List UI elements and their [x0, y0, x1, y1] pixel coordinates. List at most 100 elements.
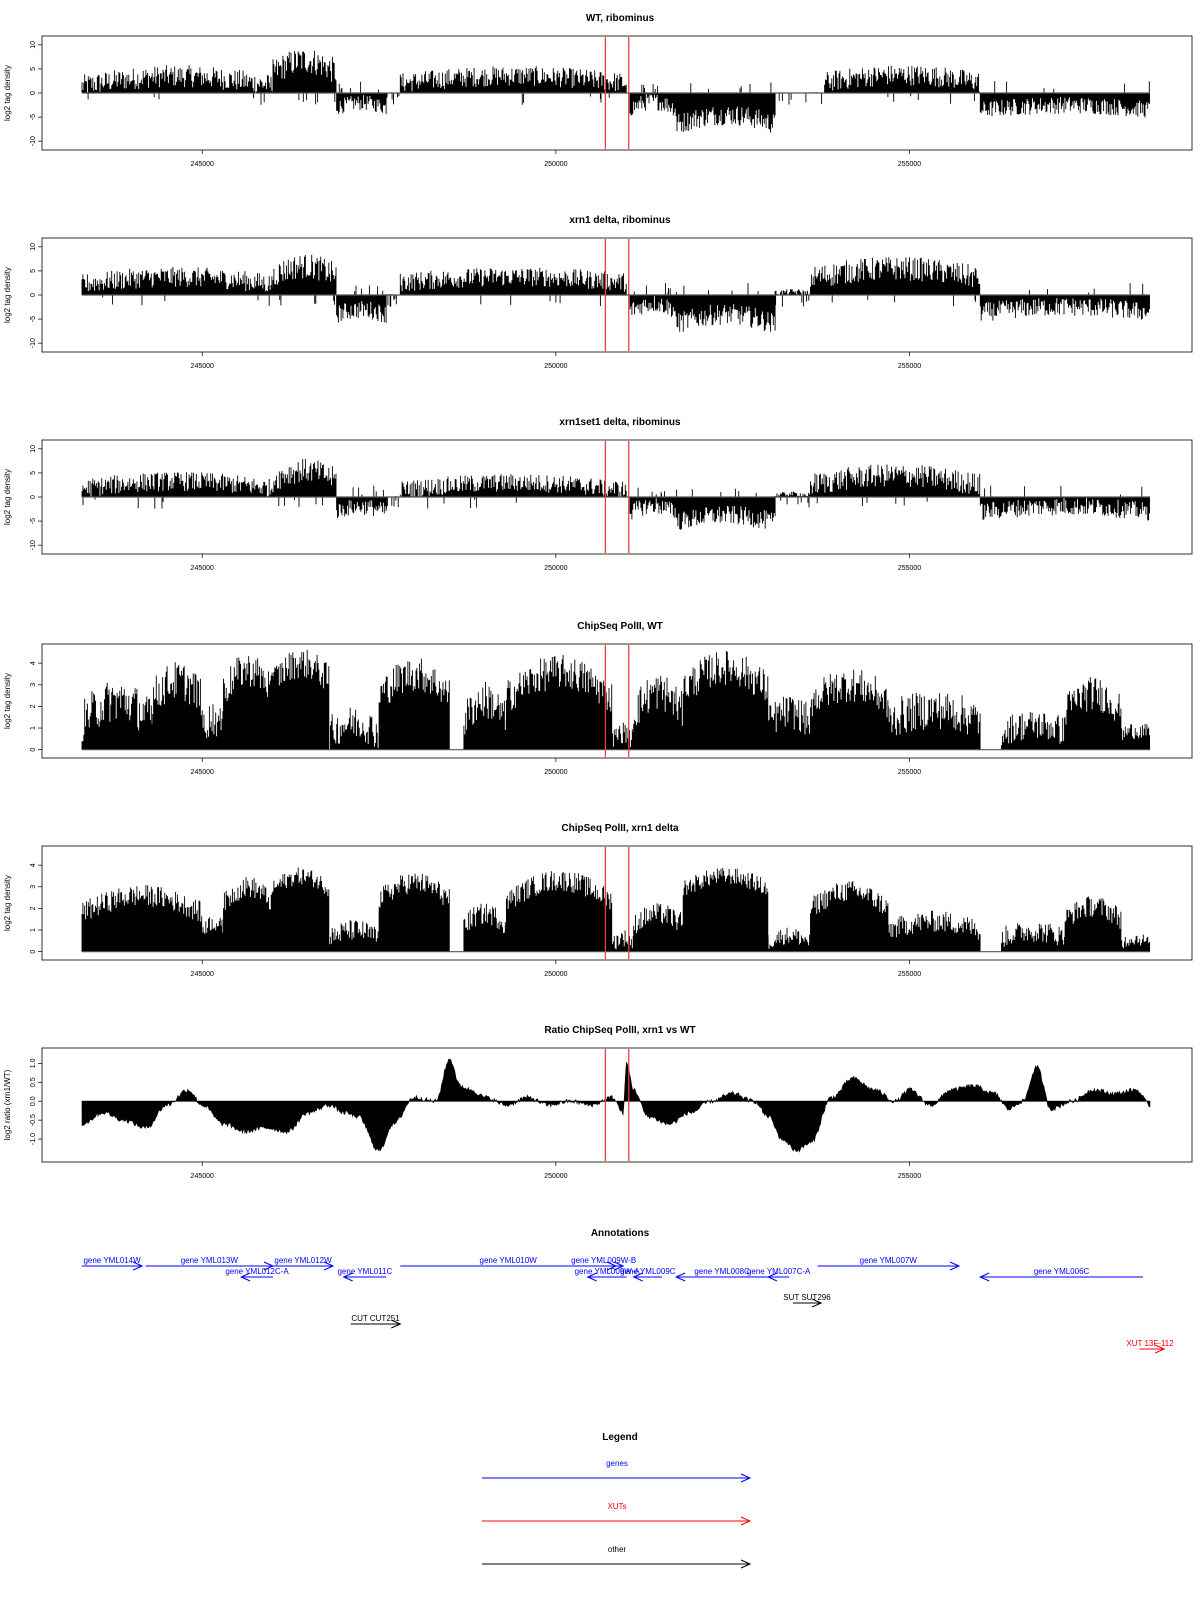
arrowhead: [613, 1261, 625, 1271]
chart-panel: xrn1 delta, ribominus log2 tag density 10 5…: [3, 215, 1193, 370]
arrowhead: [949, 1261, 961, 1271]
feature-label: XUT 13F-112: [1126, 1339, 1174, 1348]
y-tick-label: 0: [30, 950, 37, 954]
feature-label: SUT SUT296: [783, 1293, 831, 1302]
feature-label: gene YML008C: [694, 1267, 750, 1276]
feature-label: gene YML012C-A: [225, 1267, 289, 1276]
y-tick-label: 4: [30, 661, 37, 665]
chart-title: xrn1set1 delta, ribominus: [559, 417, 681, 428]
y-axis-label: log2 tag density: [3, 673, 12, 729]
chart-title: Ratio ChipSeq PolII, xrn1 vs WT: [544, 1025, 695, 1036]
y-tick-label: 0.5: [30, 1077, 37, 1087]
y-tick-label: 3: [30, 885, 37, 889]
legend-item-genes: genes: [482, 1459, 752, 1483]
y-tick-label: -10: [30, 540, 37, 550]
arrowhead: [239, 1272, 251, 1282]
arrowhead: [979, 1272, 990, 1282]
y-tick-label: 0: [30, 748, 37, 752]
x-tick-label: 255000: [898, 1173, 921, 1180]
feature-label: gene YML009C: [620, 1267, 676, 1276]
y-axis-label: log2 tag density: [3, 267, 12, 323]
feature-gene: gene YML008C: [674, 1267, 769, 1282]
feature-gene: gene YML009W-B: [571, 1256, 636, 1271]
y-tick-label: 1: [30, 726, 37, 730]
arrowhead: [1154, 1344, 1166, 1354]
y-tick-label: 0: [30, 293, 37, 297]
feature-label: gene YML007C-A: [747, 1267, 811, 1276]
x-tick-label: 255000: [898, 769, 921, 776]
chart-title: ChipSeq PolII, xrn1 delta: [561, 823, 679, 834]
y-tick-label: 5: [30, 67, 37, 71]
arrowhead: [766, 1272, 778, 1282]
feature-label: gene YML009W-B: [571, 1256, 636, 1265]
legend-label: genes: [606, 1459, 628, 1468]
signal-bars: [81, 50, 1150, 133]
arrowhead: [342, 1272, 353, 1282]
y-tick-label: -5: [30, 114, 37, 120]
annotation-track: Annotations gene YML014W gene YML013W gene…: [82, 1228, 1174, 1354]
chart-panel: Ratio ChipSeq PolII, xrn1 vs WT log2 rati…: [3, 1025, 1193, 1180]
legend-label: XUTs: [607, 1502, 626, 1511]
y-tick-label: -5: [30, 518, 37, 524]
y-tick-label: 0: [30, 91, 37, 95]
signal-bars: [81, 867, 1151, 952]
feature-gene: gene YML007W: [817, 1256, 961, 1271]
arrowhead: [811, 1298, 823, 1308]
feature-gene: gene YML006C: [979, 1267, 1143, 1282]
y-tick-label: 10: [30, 243, 37, 251]
plot-frame: [41, 643, 1193, 759]
signal-bars: [81, 254, 1150, 332]
y-tick-label: 5: [30, 471, 37, 475]
y-tick-label: -5: [30, 316, 37, 322]
x-tick-label: 255000: [898, 971, 921, 978]
chart-panel: ChipSeq PolII, WT log2 tag density 0 1 2 3 4 24…: [3, 621, 1193, 776]
feature-label: gene YML010W: [480, 1256, 538, 1265]
x-tick-label: 250000: [544, 161, 567, 168]
arrowhead: [586, 1272, 597, 1282]
feature-gene: gene YML012C-A: [225, 1267, 289, 1282]
signal-bars: [81, 649, 1151, 750]
x-tick-label: 245000: [191, 565, 214, 572]
y-axis-label: log2 tag density: [3, 875, 12, 931]
legend-item-other: other: [482, 1545, 752, 1569]
x-tick-label: 255000: [898, 363, 921, 370]
legend-title: Legend: [602, 1432, 638, 1443]
x-tick-label: 250000: [544, 971, 567, 978]
legend-label: other: [608, 1545, 627, 1554]
x-tick-label: 245000: [191, 363, 214, 370]
feature-label: gene YML007W: [860, 1256, 918, 1265]
feature-gene: gene YML014W: [82, 1256, 144, 1271]
chart-panel: ChipSeq PolII, xrn1 delta log2 tag densit…: [3, 823, 1193, 978]
legend-item-xuts: XUTs: [482, 1502, 752, 1526]
feature-gene: gene YML009W-A: [575, 1267, 640, 1282]
x-tick-label: 245000: [191, 1173, 214, 1180]
x-tick-label: 250000: [544, 363, 567, 370]
x-tick-label: 245000: [191, 971, 214, 978]
feature-label: gene YML012W: [274, 1256, 332, 1265]
feature-label: gene YML014W: [83, 1256, 141, 1265]
y-tick-label: 0.0: [30, 1096, 37, 1106]
x-tick-label: 255000: [898, 565, 921, 572]
feature-gene: gene YML009C: [620, 1267, 676, 1282]
arrowhead: [132, 1261, 144, 1271]
x-tick-label: 250000: [544, 769, 567, 776]
chart-title: xrn1 delta, ribominus: [569, 215, 671, 226]
feature-other: SUT SUT296: [783, 1293, 831, 1308]
arrowhead: [740, 1516, 752, 1526]
arrowhead: [323, 1261, 335, 1271]
chart-panel: WT, ribominus log2 tag density 10 5 0 -5 -10 24…: [3, 13, 1193, 168]
feature-label: gene YML011C: [337, 1267, 392, 1276]
y-tick-label: 1.0: [30, 1058, 37, 1068]
arrowhead: [740, 1473, 752, 1483]
y-axis-label: log2 ratio (xrn1/WT): [3, 1069, 12, 1140]
feature-other: CUT CUT251: [350, 1314, 402, 1329]
plot-frame: [41, 1047, 1193, 1163]
feature-xut: XUT 13F-112: [1126, 1339, 1174, 1354]
feature-label: CUT CUT251: [351, 1314, 400, 1323]
y-tick-label: -10: [30, 136, 37, 146]
feature-gene: gene YML011C: [337, 1267, 393, 1282]
x-tick-label: 245000: [191, 161, 214, 168]
y-tick-label: 2: [30, 906, 37, 910]
feature-gene: gene YML012W: [272, 1256, 335, 1271]
